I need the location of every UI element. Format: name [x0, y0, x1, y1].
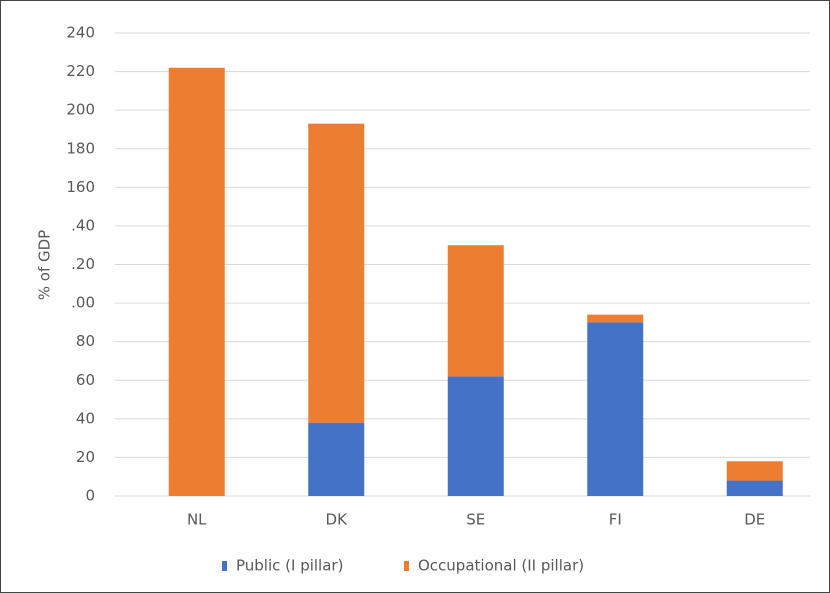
legend-label: Occupational (II pillar)	[418, 557, 584, 575]
legend-swatch	[222, 561, 227, 571]
y-tick-label: 20	[76, 448, 95, 466]
x-tick-label: DK	[326, 511, 349, 529]
bar-segment	[308, 422, 365, 496]
bar-segment	[726, 461, 783, 481]
y-axis-label: % of GDP	[36, 230, 54, 300]
bar-segment	[726, 480, 783, 496]
bar-segment	[308, 123, 365, 423]
bar-segment	[168, 67, 225, 496]
y-tick-label: .40	[71, 216, 95, 234]
y-tick-label: 220	[66, 62, 95, 80]
bar-segment	[587, 314, 644, 323]
y-tick-label: 160	[66, 178, 95, 196]
legend-swatch	[404, 561, 409, 571]
y-tick-label: 0	[85, 487, 95, 505]
y-tick-label: .20	[71, 255, 95, 273]
bar-segment	[447, 245, 504, 377]
legend-label: Public (I pillar)	[236, 557, 343, 575]
x-tick-label: FI	[609, 511, 622, 529]
y-tick-label: .00	[71, 294, 95, 312]
y-tick-label: 80	[76, 332, 95, 350]
y-tick-label: 180	[66, 139, 95, 157]
y-tick-label: 240	[66, 24, 95, 42]
x-tick-label: NL	[187, 511, 207, 529]
bar-segment	[447, 376, 504, 496]
y-tick-label: 60	[76, 371, 95, 389]
y-tick-label: 200	[66, 101, 95, 119]
bar-segment	[587, 322, 644, 496]
x-tick-label: DE	[744, 511, 765, 529]
y-tick-label: 40	[76, 409, 95, 427]
x-tick-label: SE	[466, 511, 485, 529]
